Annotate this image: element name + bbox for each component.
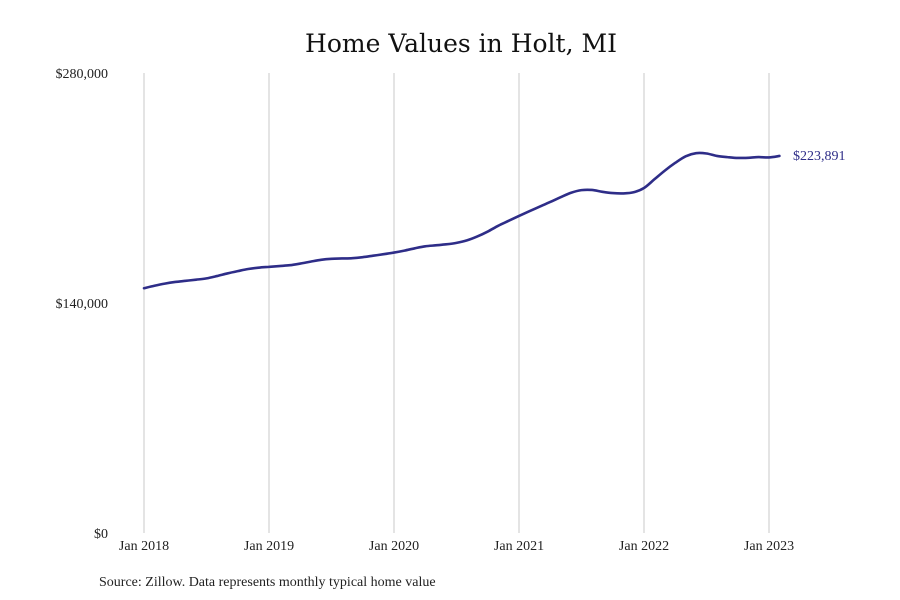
y-axis-ticks: $280,000 $140,000 $0 [56,67,109,542]
end-value-label: $223,891 [793,149,846,164]
x-tick-label: Jan 2019 [244,539,294,554]
source-note: Source: Zillow. Data represents monthly … [99,575,436,590]
x-tick-label: Jan 2020 [369,539,419,554]
chart-title: Home Values in Holt, MI [305,29,617,58]
x-tick-label: Jan 2022 [619,539,669,554]
x-tick-label: Jan 2021 [494,539,544,554]
x-tick-label: Jan 2018 [119,539,169,554]
series-line [142,151,781,290]
gridlines [143,73,770,533]
y-tick-label: $280,000 [56,67,109,82]
x-tick-label: Jan 2023 [744,539,794,554]
y-tick-label: $140,000 [56,297,109,312]
x-axis-ticks: Jan 2018 Jan 2019 Jan 2020 Jan 2021 Jan 2022… [119,539,794,554]
y-tick-label: $0 [94,527,108,542]
